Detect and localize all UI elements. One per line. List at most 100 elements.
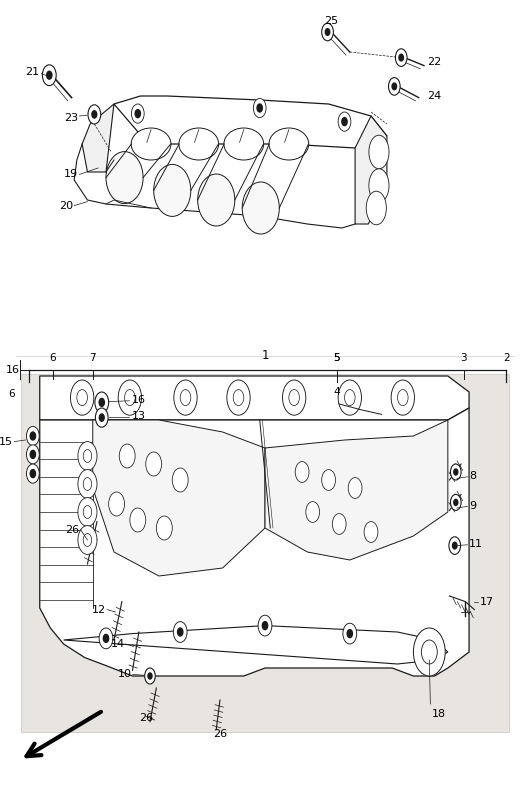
Circle shape — [118, 380, 142, 415]
Polygon shape — [114, 96, 387, 148]
Circle shape — [26, 445, 39, 464]
Circle shape — [83, 450, 92, 462]
Circle shape — [454, 499, 458, 506]
Circle shape — [227, 380, 250, 415]
Text: 16: 16 — [131, 395, 145, 405]
Circle shape — [262, 622, 268, 630]
Circle shape — [282, 380, 306, 415]
Circle shape — [178, 628, 183, 636]
Circle shape — [78, 442, 97, 470]
Text: 18: 18 — [432, 709, 446, 718]
Text: SPARE PARTS: SPARE PARTS — [264, 538, 351, 550]
Ellipse shape — [198, 174, 235, 226]
Circle shape — [233, 390, 244, 406]
Circle shape — [306, 502, 320, 522]
Circle shape — [78, 498, 97, 526]
Circle shape — [30, 432, 36, 440]
Text: 6: 6 — [8, 389, 15, 398]
Text: 26: 26 — [65, 525, 80, 534]
Text: 16: 16 — [6, 365, 20, 374]
Text: 13: 13 — [131, 411, 145, 421]
Circle shape — [135, 110, 140, 118]
Text: 4: 4 — [333, 387, 340, 397]
Circle shape — [392, 83, 396, 90]
Circle shape — [453, 542, 457, 549]
Circle shape — [413, 628, 445, 676]
Text: 17: 17 — [480, 597, 494, 606]
Ellipse shape — [369, 135, 389, 169]
Circle shape — [125, 390, 135, 406]
Text: 22: 22 — [427, 58, 441, 67]
Circle shape — [26, 426, 39, 446]
Circle shape — [146, 452, 162, 476]
Text: 23: 23 — [64, 113, 78, 122]
Circle shape — [95, 392, 109, 413]
Circle shape — [449, 537, 461, 554]
Polygon shape — [355, 116, 387, 224]
Circle shape — [83, 478, 92, 490]
Text: 8: 8 — [469, 471, 476, 481]
Circle shape — [70, 380, 94, 415]
Circle shape — [325, 29, 330, 35]
Text: 26: 26 — [213, 730, 227, 739]
Circle shape — [83, 506, 92, 518]
Circle shape — [99, 628, 113, 649]
Text: 1: 1 — [261, 349, 269, 362]
Circle shape — [454, 469, 458, 475]
Circle shape — [119, 444, 135, 468]
Circle shape — [258, 615, 272, 636]
Ellipse shape — [179, 128, 218, 160]
Circle shape — [145, 668, 155, 684]
Circle shape — [348, 478, 362, 498]
Circle shape — [295, 462, 309, 482]
Circle shape — [103, 634, 109, 642]
Polygon shape — [265, 420, 448, 560]
Circle shape — [338, 380, 361, 415]
Circle shape — [83, 534, 92, 546]
Circle shape — [322, 470, 335, 490]
Text: 14: 14 — [110, 639, 125, 649]
Circle shape — [391, 380, 414, 415]
Text: 25: 25 — [324, 15, 338, 26]
Circle shape — [99, 398, 104, 406]
Text: 24: 24 — [427, 91, 441, 101]
Ellipse shape — [154, 164, 191, 216]
Text: 5: 5 — [333, 354, 340, 363]
Circle shape — [131, 104, 144, 123]
Text: 6: 6 — [50, 354, 56, 363]
Circle shape — [180, 390, 191, 406]
Circle shape — [289, 390, 299, 406]
Text: 10: 10 — [118, 669, 131, 678]
Text: 9: 9 — [469, 501, 476, 510]
Circle shape — [364, 522, 378, 542]
Circle shape — [130, 508, 146, 532]
Circle shape — [99, 414, 104, 422]
Ellipse shape — [106, 152, 143, 204]
Circle shape — [78, 526, 97, 554]
Circle shape — [109, 492, 125, 516]
Polygon shape — [82, 104, 114, 172]
Circle shape — [338, 112, 351, 131]
Circle shape — [156, 516, 172, 540]
Circle shape — [77, 390, 87, 406]
Text: 5: 5 — [333, 354, 340, 363]
Circle shape — [88, 105, 101, 124]
Ellipse shape — [369, 169, 389, 202]
Circle shape — [343, 623, 357, 644]
Text: 26: 26 — [139, 713, 153, 722]
Text: 20: 20 — [59, 201, 73, 210]
Circle shape — [95, 408, 108, 427]
Circle shape — [30, 470, 36, 478]
Bar — [21, 374, 509, 732]
Text: MOTORCYCLE: MOTORCYCLE — [244, 511, 371, 529]
Text: 11: 11 — [469, 539, 483, 549]
Text: 15: 15 — [0, 437, 13, 446]
Ellipse shape — [242, 182, 279, 234]
Polygon shape — [40, 376, 469, 420]
Circle shape — [395, 49, 407, 66]
Text: 2: 2 — [503, 354, 509, 363]
Polygon shape — [40, 408, 469, 676]
Circle shape — [172, 468, 188, 492]
Ellipse shape — [366, 191, 386, 225]
Ellipse shape — [131, 128, 171, 160]
